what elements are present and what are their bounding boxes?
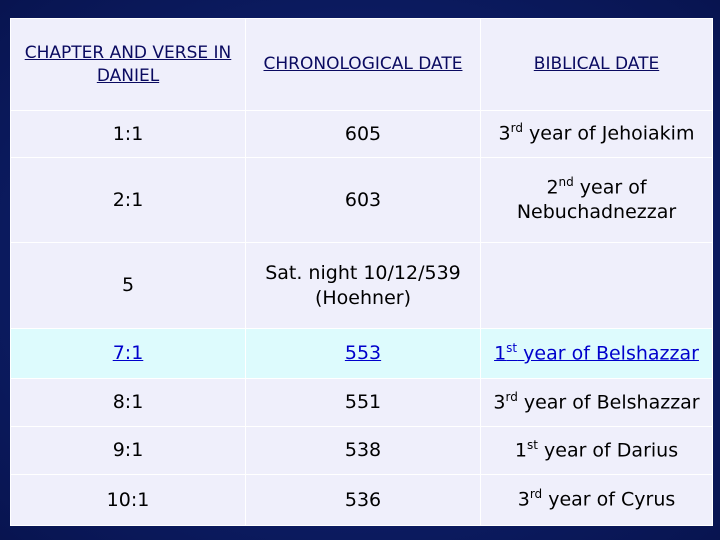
- header-row: CHAPTER AND VERSE IN DANIEL CHRONOLOGICA…: [10, 18, 713, 111]
- header-cell: CHAPTER AND VERSE IN DANIEL: [10, 18, 246, 111]
- table-row: 8:1 551 3rd year of Belshazzar: [10, 378, 713, 427]
- ordinal-number: 1: [494, 342, 507, 365]
- chronology-table: CHAPTER AND VERSE IN DANIEL CHRONOLOGICA…: [10, 18, 713, 526]
- chapter-cell: 1:1: [10, 110, 246, 158]
- biblical-cell: 1st year of Belshazzar: [480, 328, 713, 379]
- biblical-text: year of Belshazzar: [517, 342, 699, 365]
- date-cell: 551: [245, 378, 481, 427]
- table-row: 2:1 603 2nd year of Nebuchadnezzar: [10, 157, 713, 243]
- chapter-cell: 10:1: [10, 474, 246, 526]
- date-cell: 536: [245, 474, 481, 526]
- ordinal-suffix: st: [506, 340, 518, 355]
- table-row: 5 Sat. night 10/12/539 (Hoehner): [10, 242, 713, 329]
- ordinal-suffix: rd: [510, 121, 523, 136]
- chapter-cell: 5: [10, 242, 246, 329]
- date-cell: Sat. night 10/12/539 (Hoehner): [245, 242, 481, 329]
- date-cell: 538: [245, 426, 481, 475]
- biblical-cell: [480, 242, 713, 329]
- chapter-cell: 2:1: [10, 157, 246, 243]
- date-cell: 553: [245, 328, 481, 379]
- biblical-cell: 3rd year of Belshazzar: [480, 378, 713, 427]
- ordinal-suffix: nd: [558, 175, 574, 190]
- ordinal-suffix: rd: [505, 389, 518, 404]
- ordinal-number: 3: [517, 488, 530, 511]
- biblical-text: year of Jehoiakim: [522, 122, 695, 145]
- biblical-cell: 1st year of Darius: [480, 426, 713, 475]
- table-wrap: CHAPTER AND VERSE IN DANIEL CHRONOLOGICA…: [10, 18, 713, 526]
- ordinal-number: 1: [514, 439, 527, 462]
- table-row: 9:1 538 1st year of Darius: [10, 426, 713, 475]
- biblical-text: year of Darius: [537, 439, 679, 462]
- biblical-cell: 3rd year of Cyrus: [480, 474, 713, 526]
- biblical-text: year of Belshazzar: [517, 391, 700, 414]
- ordinal-suffix: rd: [529, 487, 543, 502]
- biblical-cell: 3rd year of Jehoiakim: [480, 110, 713, 158]
- ordinal-number: 3: [493, 391, 506, 414]
- biblical-cell: 2nd year of Nebuchadnezzar: [480, 157, 713, 243]
- chapter-cell: 9:1: [10, 426, 246, 475]
- chapter-cell: 8:1: [10, 378, 246, 427]
- ordinal-number: 3: [498, 122, 511, 145]
- header-cell: BIBLICAL DATE: [480, 18, 713, 111]
- ordinal-number: 2: [546, 176, 559, 199]
- biblical-text: year of Cyrus: [542, 488, 676, 511]
- date-cell: 603: [245, 157, 481, 243]
- chapter-cell: 7:1: [10, 328, 246, 379]
- header-cell: CHRONOLOGICAL DATE: [245, 18, 481, 111]
- table-row: 7:1 553 1st year of Belshazzar: [10, 328, 713, 379]
- table-row: 10:1 536 3rd year of Cyrus: [10, 474, 713, 526]
- ordinal-suffix: st: [527, 437, 538, 452]
- biblical-text: year of Nebuchadnezzar: [516, 176, 677, 224]
- table-row: 1:1 605 3rd year of Jehoiakim: [10, 110, 713, 158]
- date-cell: 605: [245, 110, 481, 158]
